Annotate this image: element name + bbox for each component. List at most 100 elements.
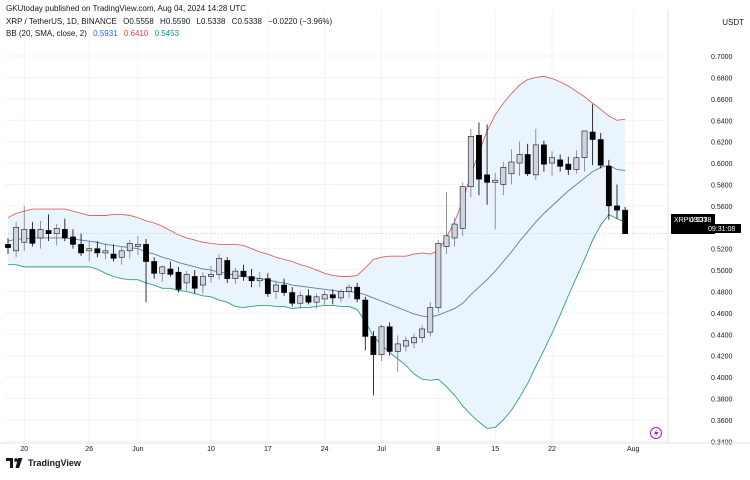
candle <box>86 241 93 262</box>
candle <box>199 272 206 294</box>
candle-body <box>354 286 361 300</box>
candle <box>614 184 620 219</box>
candle <box>411 333 417 349</box>
ohlc-low-value: 0.5338 <box>200 17 226 26</box>
candle-body <box>191 276 198 289</box>
candle <box>191 270 198 294</box>
candle-body <box>175 271 182 290</box>
candle <box>240 264 247 281</box>
candle-body <box>500 167 507 185</box>
y-tick-label: 0.7000 <box>711 54 733 61</box>
x-tick-label: 26 <box>85 446 93 453</box>
symbol-ohlc-line: XRP / TetherUS, 1D, BINANCE O0.5558 H0.5… <box>6 17 332 26</box>
candle <box>102 243 109 260</box>
ohlc-close-value: 0.5338 <box>237 17 262 26</box>
candle <box>13 221 20 258</box>
candle <box>5 237 11 255</box>
candle <box>419 325 426 343</box>
candle <box>321 290 328 306</box>
candle-body <box>467 136 474 187</box>
candle-body <box>94 248 101 254</box>
x-tick-label: 22 <box>548 446 556 453</box>
candle-body <box>232 270 239 279</box>
candle <box>264 273 271 297</box>
price-tag: XRPUSDT 0.5338 09:31:08 <box>671 214 741 234</box>
candle <box>135 235 141 256</box>
y-tick-label: 0.5000 <box>711 268 733 275</box>
candle <box>248 269 255 288</box>
y-tick-label: 0.4600 <box>711 311 733 318</box>
candle-body <box>508 161 515 175</box>
candle <box>143 239 149 303</box>
x-tick-label: Jul <box>377 446 386 453</box>
candle <box>476 122 482 196</box>
candle-body <box>118 250 125 258</box>
candle <box>378 324 385 362</box>
price-tag-countdown-bg <box>705 224 741 233</box>
candle <box>443 191 450 255</box>
candle-body <box>151 261 158 274</box>
candle-body <box>427 307 434 333</box>
candle <box>581 130 588 172</box>
candle <box>94 241 101 258</box>
candle <box>21 205 28 251</box>
candle <box>557 154 564 172</box>
candle <box>459 182 466 236</box>
candle <box>273 280 279 299</box>
bollinger-bands <box>5 75 668 429</box>
candle <box>329 289 336 305</box>
currency-label[interactable]: USDT <box>722 18 744 27</box>
candle <box>346 283 352 298</box>
candle <box>573 150 580 174</box>
ohlc-open-value: 0.5558 <box>129 17 154 26</box>
y-tick-label: 0.4200 <box>711 354 733 361</box>
candle-body <box>622 209 629 234</box>
candle <box>370 331 377 396</box>
x-tick-label: Aug <box>627 446 640 453</box>
candle <box>427 302 434 337</box>
candle-body <box>167 268 174 275</box>
y-tick-label: 0.5800 <box>711 182 733 189</box>
lightning-bolt-icon[interactable] <box>650 427 662 439</box>
candle-body <box>402 340 409 347</box>
bb-lower-value: 0.5453 <box>154 29 180 38</box>
candle <box>508 149 515 185</box>
candle-body <box>61 229 68 239</box>
candle-body <box>541 144 547 165</box>
y-tick-label: 0.5600 <box>711 204 733 211</box>
tradingview-brand[interactable]: TradingView <box>6 458 81 468</box>
candle <box>70 229 76 249</box>
candle-body <box>394 343 401 352</box>
indicator-legend[interactable]: BB (20, SMA, close, 2) 0.5931 0.6410 0.5… <box>6 29 179 38</box>
y-tick-label: 0.3800 <box>711 396 733 403</box>
candle-body <box>532 144 539 176</box>
candle-body <box>70 236 76 245</box>
candle <box>224 257 231 283</box>
candle <box>354 282 361 303</box>
candle-body <box>451 223 458 239</box>
candle <box>126 240 133 259</box>
candle-body <box>435 243 442 308</box>
candle-body <box>516 154 523 164</box>
candle <box>281 278 287 296</box>
candle-body <box>313 296 320 303</box>
candle-body <box>484 174 490 183</box>
candle-body <box>524 154 531 175</box>
candle <box>541 140 547 172</box>
price-tag-countdown: 09:31:08 <box>708 226 735 233</box>
candle-body <box>459 186 466 229</box>
bb-indicator-label[interactable]: BB (20, SMA, close, 2) <box>6 29 87 38</box>
y-tick-label: 0.6600 <box>711 97 733 104</box>
x-tick-label: 24 <box>321 446 329 453</box>
candle <box>362 296 369 351</box>
x-tick-label: 20 <box>20 446 28 453</box>
candle <box>208 265 214 283</box>
bb-upper-value: 0.6410 <box>123 29 149 38</box>
y-tick-label: 0.4400 <box>711 332 733 339</box>
symbol-label[interactable]: XRP / TetherUS, 1D, BINANCE <box>6 17 117 26</box>
candle <box>159 265 166 282</box>
candle-body <box>297 295 304 304</box>
candle-body <box>305 295 312 303</box>
